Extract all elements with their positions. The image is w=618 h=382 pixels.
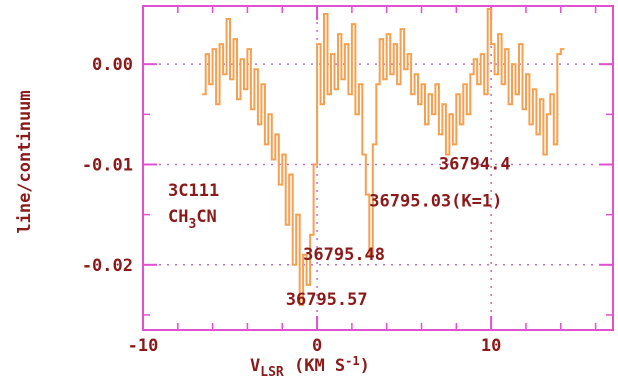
y-tick-label: -0.02 bbox=[82, 256, 133, 276]
y-axis-label: line/continuum bbox=[15, 90, 35, 233]
x-axis-label-rest: (KM S bbox=[284, 356, 345, 376]
spectrum-line bbox=[202, 8, 565, 306]
molecule-subscript: 3 bbox=[188, 217, 196, 232]
molecule-prefix: CH bbox=[168, 207, 188, 227]
x-axis-label-end: ) bbox=[360, 356, 370, 376]
y-tick-label: 0.00 bbox=[92, 55, 133, 75]
molecule-label: CH3CN bbox=[168, 207, 217, 232]
source-name: 3C111 bbox=[168, 181, 219, 201]
x-axis-label-main: V bbox=[250, 356, 260, 376]
annotation-label: 36795.03(K=1) bbox=[369, 192, 502, 212]
plot-frame bbox=[142, 5, 614, 331]
line-annotations: 36794.4 36795.03(K=1) 36795.48 36795.57 bbox=[286, 155, 511, 310]
x-axis-label-sup: -1 bbox=[345, 354, 359, 368]
grid bbox=[143, 6, 613, 330]
annotation-label: 36795.57 bbox=[286, 290, 368, 310]
tick-marks bbox=[142, 6, 613, 330]
annotation-label: 36795.48 bbox=[303, 245, 385, 265]
x-axis-label-sub: LSR bbox=[260, 365, 284, 380]
molecule-suffix: CN bbox=[196, 207, 216, 227]
x-tick-label: -10 bbox=[128, 336, 159, 356]
tick-labels: 0.00 -0.01 -0.02 -10 0 10 bbox=[82, 55, 502, 356]
x-tick-label: 10 bbox=[481, 336, 501, 356]
y-tick-label: -0.01 bbox=[82, 155, 133, 175]
x-axis-label: VLSR (KM S-1) bbox=[250, 354, 370, 380]
annotation-label: 36794.4 bbox=[439, 155, 511, 175]
x-tick-label: 0 bbox=[312, 336, 322, 356]
